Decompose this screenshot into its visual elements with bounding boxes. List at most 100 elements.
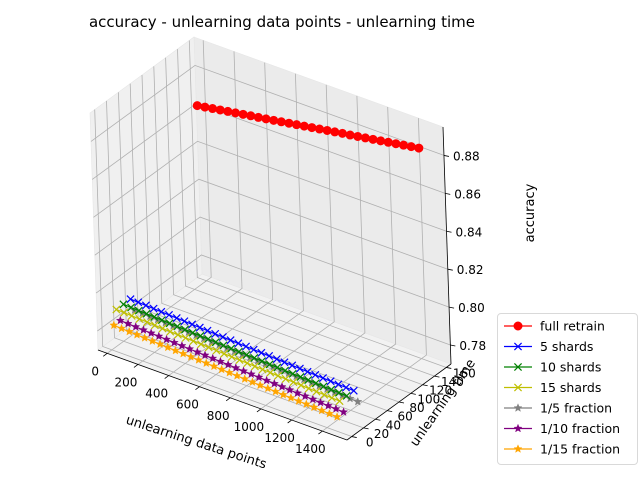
x-tick-mark	[102, 353, 108, 357]
z-gridline	[94, 178, 448, 270]
data-point	[391, 139, 401, 149]
data-point	[332, 412, 342, 421]
data-point	[300, 391, 310, 401]
data-point	[188, 320, 197, 329]
data-point	[345, 393, 355, 403]
data-point	[273, 371, 283, 380]
data-point	[192, 101, 202, 111]
x-tick-mark	[195, 386, 200, 390]
x-axis-line	[97, 349, 348, 441]
data-point	[299, 121, 309, 131]
data-point	[109, 320, 119, 330]
legend-marker	[513, 383, 523, 392]
z-tick-label: 0.88	[453, 149, 480, 163]
data-point	[280, 358, 289, 367]
series-5-shards	[126, 295, 358, 395]
chart-title: accuracy - unlearning data points - unle…	[89, 13, 475, 31]
data-point	[276, 117, 286, 127]
y-tick-label: 20	[374, 427, 389, 441]
x-tick-mark	[164, 375, 169, 379]
z-tick-label: 0.86	[454, 187, 481, 201]
data-point	[127, 303, 136, 312]
y-tick-mark	[351, 436, 357, 438]
data-point	[123, 318, 133, 328]
x-tick-label: 0	[91, 364, 99, 378]
data-point	[320, 390, 329, 399]
data-point	[212, 346, 221, 355]
data-point	[272, 355, 281, 364]
data-point	[177, 341, 187, 350]
data-point	[226, 336, 235, 345]
series-full-retrain	[192, 101, 424, 153]
legend-label: full retrain	[540, 319, 605, 334]
data-point	[345, 130, 355, 140]
data-point	[155, 339, 165, 349]
data-point	[224, 367, 234, 377]
data-point	[147, 336, 157, 345]
data-point	[215, 105, 225, 115]
data-point	[339, 407, 349, 416]
legend-entry: 15 shards	[504, 380, 601, 395]
data-point	[196, 340, 206, 349]
x-tick-label: 800	[207, 409, 230, 423]
data-point	[294, 396, 304, 405]
x-tick-mark	[225, 397, 231, 402]
data-point	[201, 358, 211, 368]
data-point	[249, 345, 258, 354]
data-point	[311, 370, 320, 379]
data-point	[193, 355, 204, 364]
data-point	[238, 109, 248, 119]
series-15-shards	[112, 305, 344, 406]
y-tick-mark	[422, 384, 428, 387]
data-point	[126, 295, 135, 304]
data-point	[165, 319, 174, 328]
data-point	[240, 374, 250, 383]
data-point	[376, 136, 386, 146]
x-tick-label: 1200	[264, 431, 295, 445]
data-point	[261, 114, 271, 124]
x-gridline	[322, 118, 427, 432]
z-tick-mark	[446, 230, 452, 233]
y-tick-mark	[446, 367, 452, 369]
legend-label: 15 shards	[540, 380, 601, 395]
data-point	[234, 347, 243, 356]
y-tick-label: 100	[417, 392, 440, 406]
data-point	[399, 140, 409, 150]
data-point	[227, 344, 236, 353]
y-tick-label: 40	[386, 418, 401, 432]
data-point	[295, 364, 304, 373]
x-tick-mark	[318, 430, 323, 435]
data-point	[115, 315, 125, 325]
y-tick-mark	[387, 410, 393, 413]
data-point	[304, 384, 313, 393]
data-point	[172, 314, 181, 323]
data-point	[135, 314, 144, 323]
data-point	[270, 386, 281, 396]
data-point	[266, 368, 275, 377]
legend: full retrain 5 shards 10 shards 15 shards 1/…	[497, 313, 638, 465]
data-point	[138, 325, 148, 334]
data-point	[112, 305, 121, 314]
data-point	[258, 365, 267, 374]
y-tick-label: 140	[441, 375, 464, 389]
data-point	[223, 359, 233, 369]
data-point	[292, 388, 302, 398]
data-point	[143, 318, 152, 327]
series-1-10-fraction	[115, 315, 349, 416]
data-point	[263, 383, 273, 393]
legend-label: 10 shards	[540, 360, 601, 375]
z-tick-label: 0.80	[458, 301, 485, 315]
data-point	[173, 322, 182, 331]
data-point	[278, 390, 288, 399]
data-point	[181, 333, 190, 342]
z-tick-mark	[449, 306, 455, 309]
z-tick-mark	[447, 268, 453, 271]
data-point	[327, 393, 336, 402]
data-point	[180, 317, 189, 326]
data-point	[269, 378, 279, 388]
z-tick-label: 0.78	[459, 339, 486, 353]
data-point	[318, 374, 327, 383]
data-point	[353, 396, 363, 406]
data-point	[166, 327, 175, 336]
data-point	[315, 397, 326, 407]
